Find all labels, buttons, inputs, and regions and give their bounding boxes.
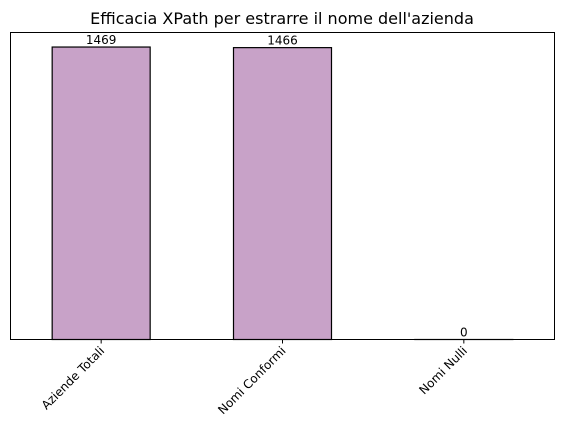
x-axis-ticks: Aziende Totali Nomi Conformi Nomi Nulli	[39, 339, 470, 417]
bars-layer	[51, 46, 514, 341]
data-label: 0	[460, 326, 468, 340]
x-tick-label: Nomi Nulli	[416, 344, 470, 398]
data-label: 1469	[86, 33, 117, 47]
bar-nomi-conformi	[232, 47, 333, 341]
chart-title: Efficacia XPath per estrarre il nome del…	[90, 9, 474, 28]
data-label: 1466	[267, 34, 298, 48]
x-tick-label: Aziende Totali	[39, 344, 108, 413]
x-tick-label: Nomi Conformi	[215, 344, 288, 417]
bar-aziende-totali	[51, 46, 151, 341]
data-labels-layer: 1469 1466 0	[86, 33, 468, 339]
